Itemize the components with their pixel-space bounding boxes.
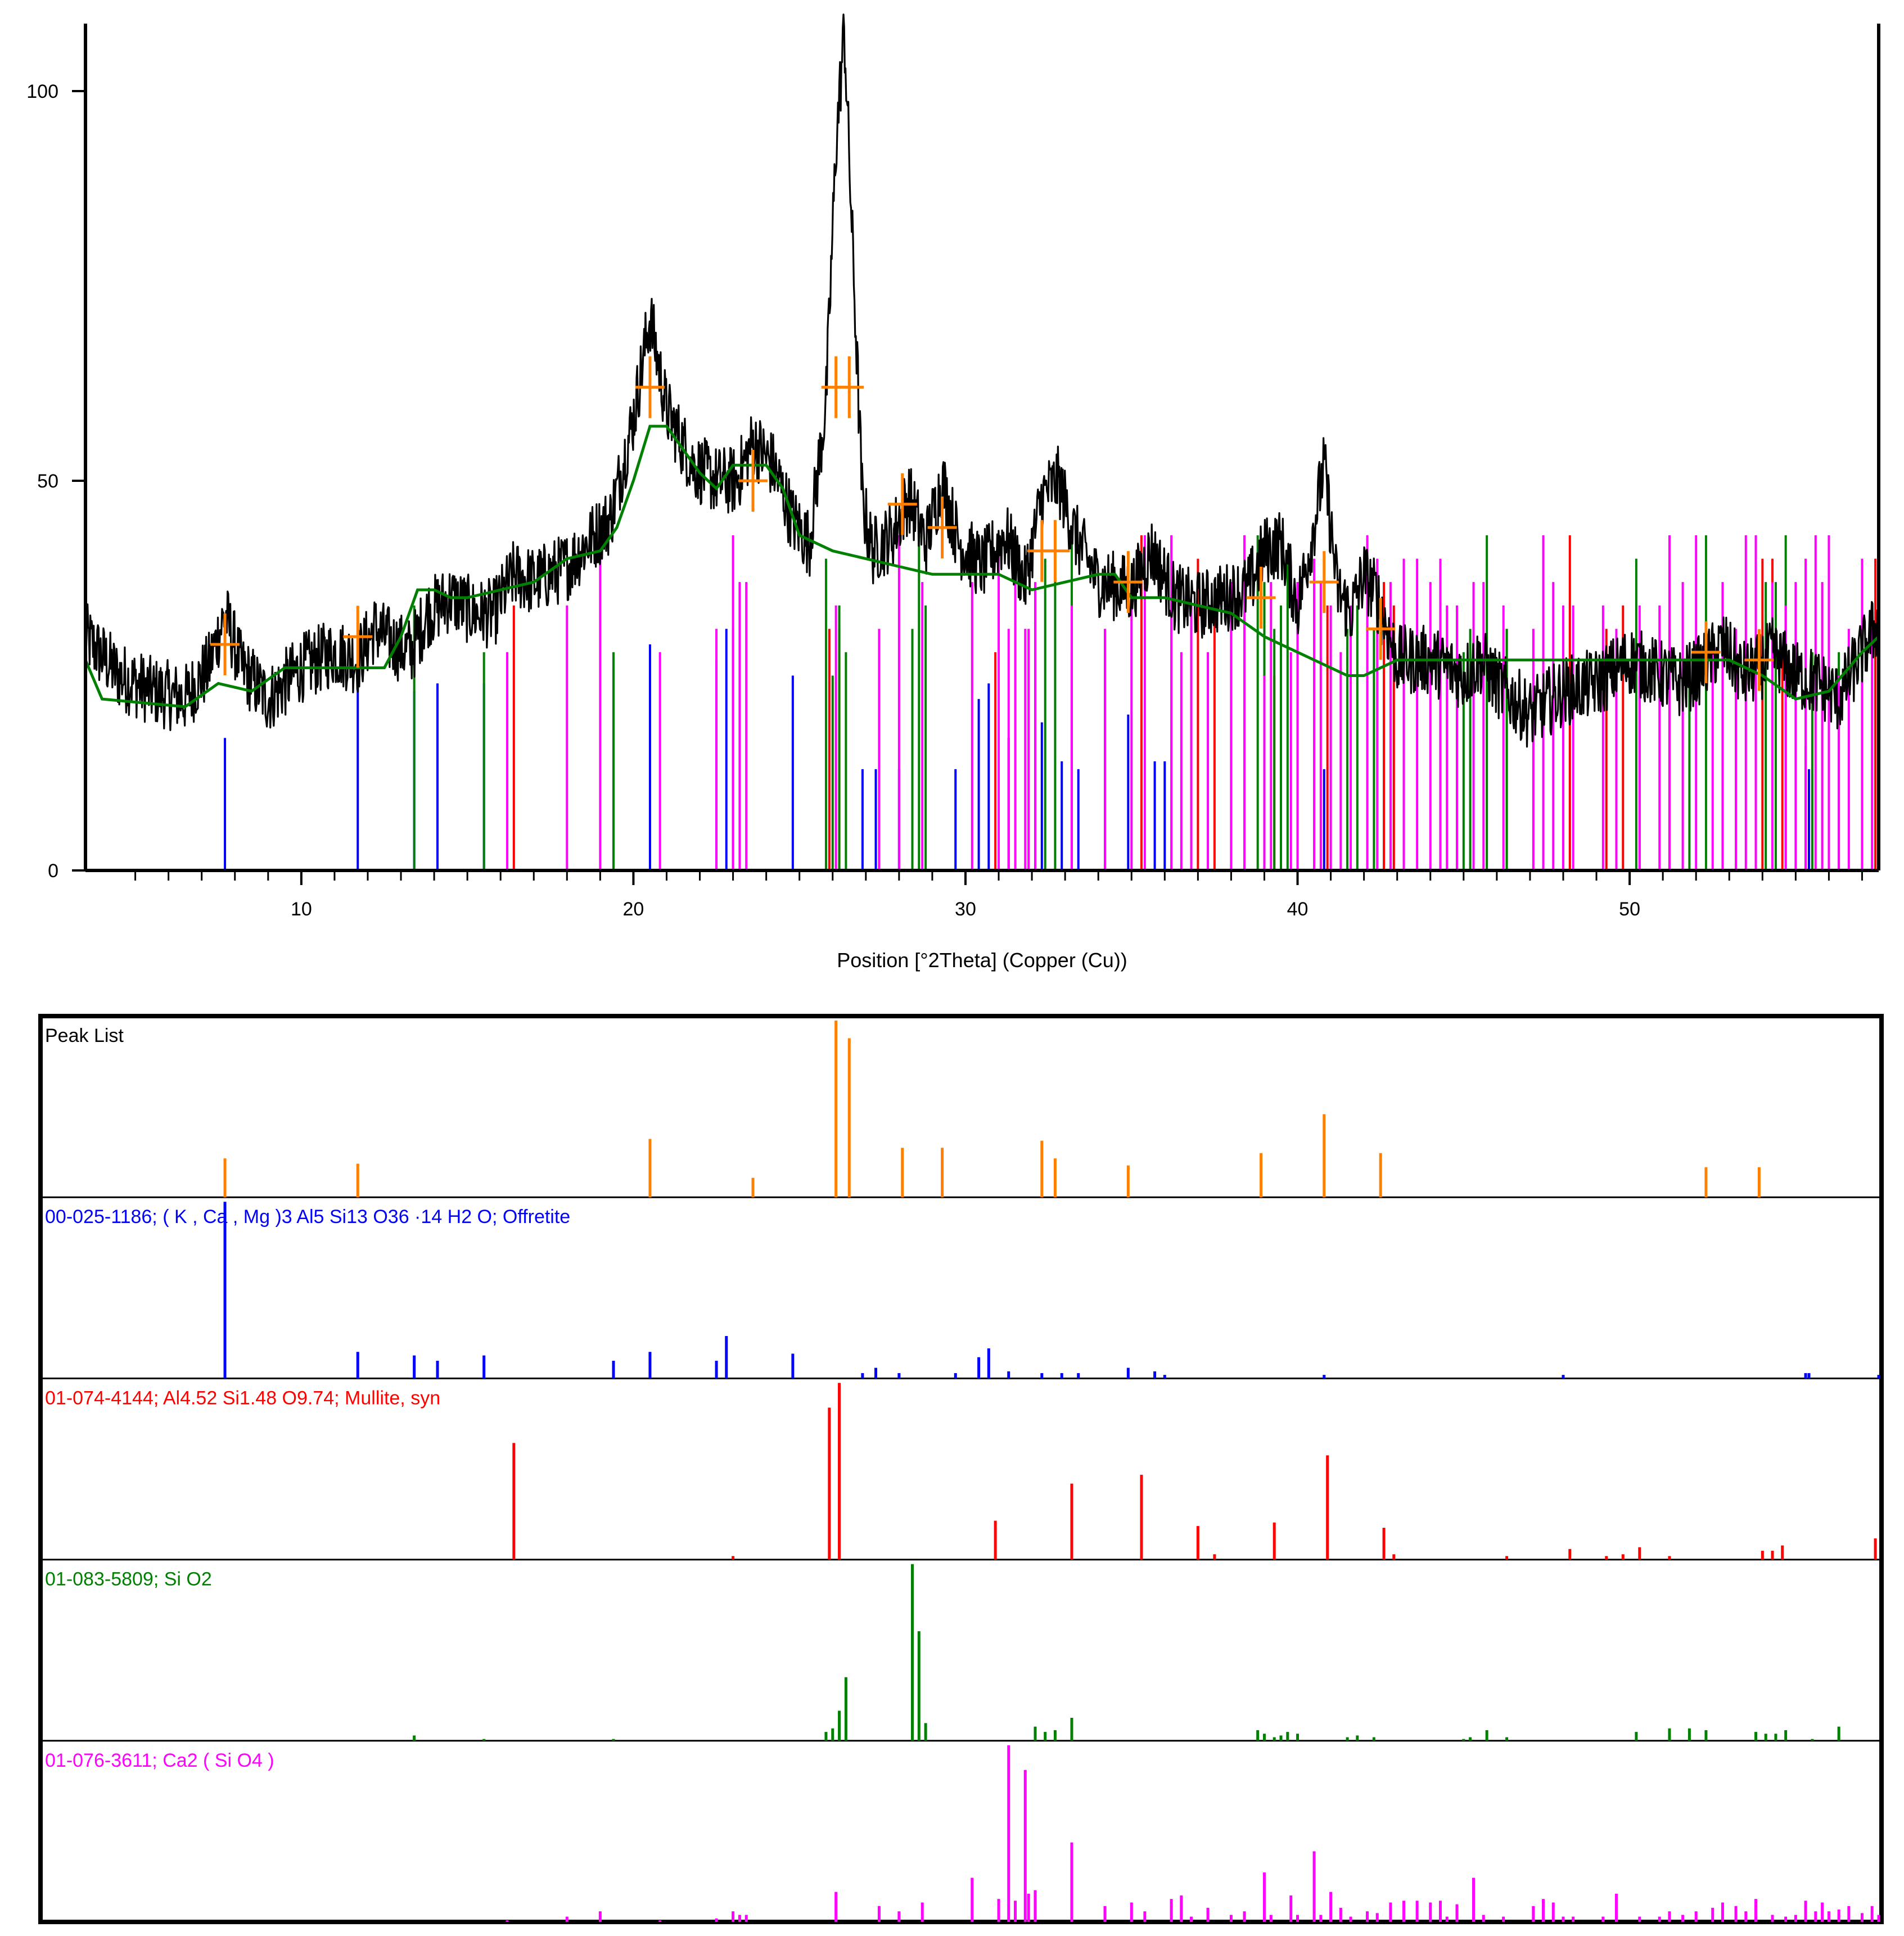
- peak-marker: [1113, 551, 1143, 613]
- reference-stick-panels: Peak List 00-025-1186; ( K , Ca , Mg )3 A…: [38, 1014, 1884, 1924]
- measured-pattern-line: [84, 13, 1880, 748]
- y-tick-label: 50: [37, 471, 58, 492]
- peak-marker: [1246, 566, 1276, 629]
- pattern-plot: 0 50 100 10 20 30 40 50 Position [°2Theta] (Copp…: [26, 13, 1880, 972]
- x-tick-label: 50: [1619, 899, 1640, 920]
- peak-marker: [1744, 629, 1774, 691]
- peak-marker: [1040, 520, 1070, 582]
- stick-panel: Peak List: [40, 1021, 1882, 1198]
- peak-marker: [1309, 551, 1339, 613]
- y-tick-label: 100: [26, 81, 58, 102]
- x-axis-label: Position [°2Theta] (Copper (Cu)): [837, 949, 1127, 972]
- peak-marker: [343, 606, 373, 668]
- peak-marker: [887, 473, 917, 535]
- peak-marker: [1691, 621, 1721, 683]
- x-tick-label: 40: [1287, 899, 1309, 920]
- x-tick-label: 10: [291, 899, 312, 920]
- stick-panel: 00-025-1186; ( K , Ca , Mg )3 Al5 Si13 O…: [40, 1202, 1882, 1379]
- panel-label: 01-074-4144; Al4.52 Si1.48 O9.74; Mullit…: [45, 1387, 440, 1409]
- peak-marker: [635, 356, 665, 418]
- panel-label: 01-076-3611; Ca2 ( Si O4 ): [45, 1750, 274, 1771]
- panel-label: Peak List: [45, 1025, 124, 1046]
- peak-marker: [1366, 598, 1396, 660]
- stick-panel: 01-074-4144; Al4.52 Si1.48 O9.74; Mullit…: [40, 1383, 1882, 1561]
- background-line: [84, 425, 1880, 708]
- stick-panel-frame: [38, 1014, 1884, 1924]
- peak-marker: [927, 497, 957, 559]
- x-tick-label: 30: [955, 899, 976, 920]
- x-tick-label: 20: [623, 899, 644, 920]
- peak-marker: [210, 613, 240, 676]
- peak-marker: [738, 450, 768, 512]
- stick-panel: 01-083-5809; Si O2: [40, 1564, 1882, 1742]
- y-tick-label: 0: [48, 860, 58, 882]
- peak-marker: [834, 356, 864, 418]
- panel-label: 00-025-1186; ( K , Ca , Mg )3 Al5 Si13 O…: [45, 1206, 570, 1228]
- stick-panel: 01-076-3611; Ca2 ( Si O4 ): [45, 1745, 1880, 1922]
- panel-label: 01-083-5809; Si O2: [45, 1569, 212, 1590]
